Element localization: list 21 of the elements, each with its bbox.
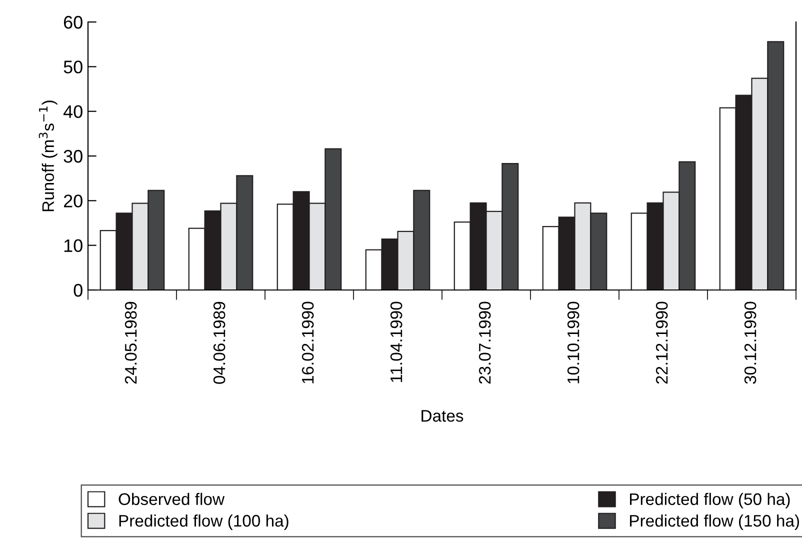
- x-tick-label: 16.02.1990: [302, 302, 314, 384]
- y-tick-label: 50: [64, 60, 82, 74]
- x-tick-label: 24.05.1989: [124, 302, 137, 384]
- x-tick-label: 10.10.1990: [567, 302, 580, 384]
- x-tick-label: 11.04.1990: [390, 302, 402, 382]
- y-tick-label: 40: [63, 105, 82, 118]
- x-axis-title: Dates: [422, 410, 464, 422]
- y-tick-label: 60: [64, 16, 82, 29]
- y-tick-label: 10: [64, 239, 82, 252]
- y-tick-label: 20: [64, 194, 82, 208]
- legend-label: Predicted flow (100 ha): [119, 514, 288, 530]
- y-axis-title: Runoff (m$^{3}$s$^{−1}$): [38, 100, 58, 212]
- legend-label: Observed flow: [118, 492, 225, 506]
- legend-label: Predicted flow (50 ha): [630, 492, 790, 508]
- x-tick-label: 30.12.1990: [744, 302, 756, 384]
- y-tick-label: 0: [74, 284, 82, 297]
- x-tick-label: 23.07.1990: [478, 302, 491, 384]
- legend-label: Predicted flow (150 ha): [630, 514, 799, 530]
- y-tick-label: 30: [64, 150, 82, 163]
- x-tick-label: 04.06.1989: [213, 302, 226, 384]
- x-tick-label: 22.12.1990: [656, 302, 668, 384]
